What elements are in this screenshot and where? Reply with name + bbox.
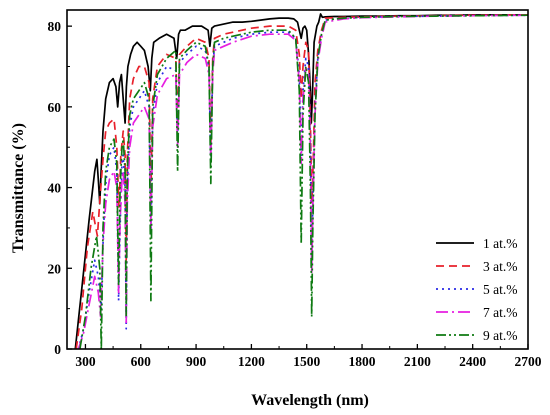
y-tick-label: 40 (48, 181, 62, 196)
x-tick-label: 2400 (459, 354, 486, 369)
legend-label: 1 at.% (483, 236, 518, 251)
y-tick-label: 80 (48, 19, 62, 34)
y-tick-label: 0 (54, 342, 61, 357)
plot-frame (66, 9, 529, 350)
x-axis-title: Wavelength (nm) (251, 392, 369, 409)
x-tick-label: 1200 (238, 354, 265, 369)
x-tick-label: 900 (186, 354, 207, 369)
legend-item: 9 at.% (436, 328, 518, 343)
y-axis-title: Transmittance (%) (10, 123, 27, 253)
legend-item: 3 at.% (436, 259, 518, 274)
legend-label: 5 at.% (483, 282, 518, 297)
legend: 1 at.% 3 at.% 5 at.% 7 at.% 9 at.% (436, 236, 518, 343)
x-tick-label: 600 (131, 354, 152, 369)
legend-label: 3 at.% (483, 259, 518, 274)
legend-label: 7 at.% (483, 305, 518, 320)
series-line-4 (77, 14, 529, 350)
x-axis: 300 600 900 1200 1500 1800 2100 2400 2700 (75, 344, 542, 369)
x-tick-label: 1800 (349, 354, 376, 369)
y-tick-label: 60 (48, 100, 62, 115)
series-line-1 (74, 13, 528, 350)
x-tick-label: 2100 (404, 354, 431, 369)
legend-label: 9 at.% (483, 328, 518, 343)
legend-item: 1 at.% (436, 236, 518, 251)
y-tick-label: 20 (48, 261, 62, 276)
x-tick-label: 2700 (515, 354, 542, 369)
y-axis: 0 20 40 60 80 (48, 19, 72, 357)
series-line-5 (79, 14, 529, 350)
legend-item: 7 at.% (436, 305, 518, 320)
legend-item: 5 at.% (436, 282, 518, 297)
series-line-2 (75, 13, 529, 350)
x-tick-label: 300 (75, 354, 96, 369)
plot-lines (74, 13, 529, 350)
x-tick-label: 1500 (293, 354, 320, 369)
